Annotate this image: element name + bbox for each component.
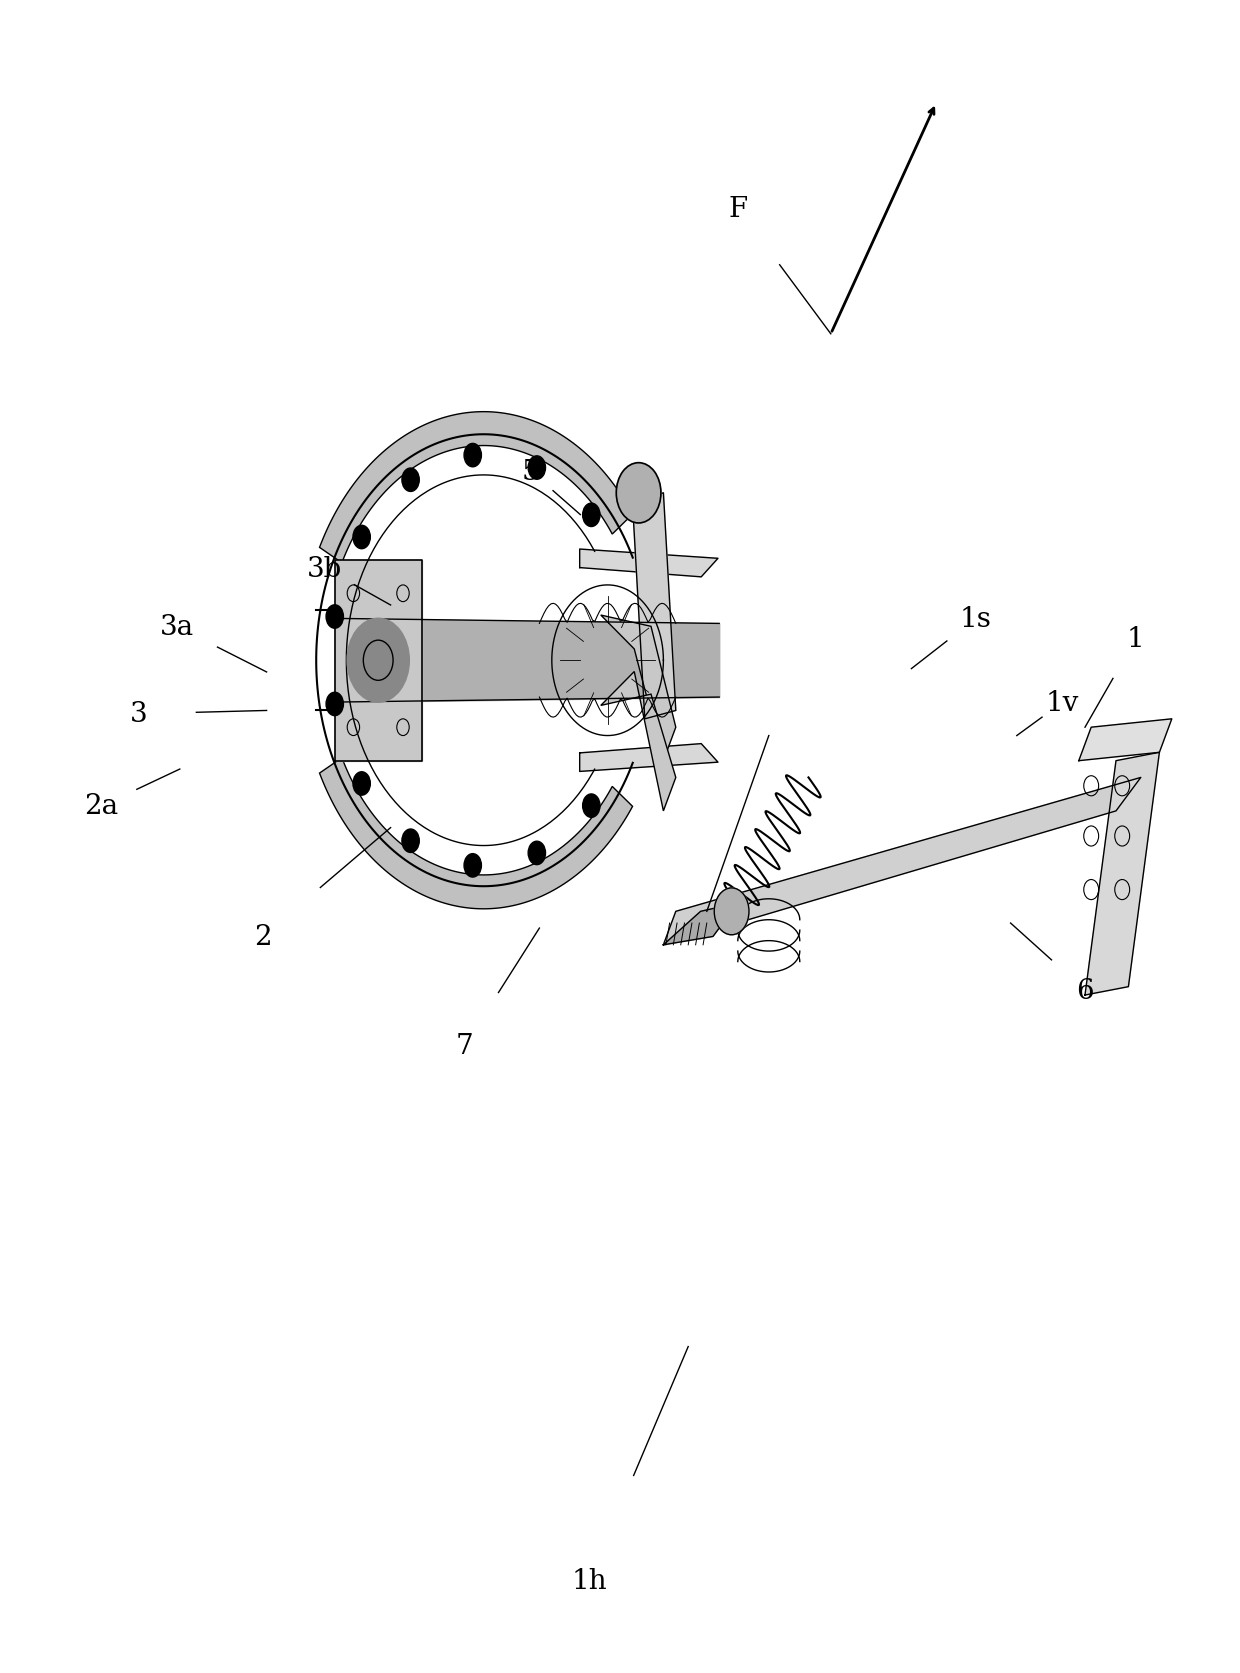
Circle shape [464, 855, 481, 878]
Polygon shape [601, 673, 676, 811]
Text: 6: 6 [1076, 977, 1094, 1004]
Polygon shape [579, 744, 718, 771]
Text: F: F [728, 196, 748, 223]
Polygon shape [320, 413, 632, 564]
Circle shape [616, 463, 661, 524]
Circle shape [583, 504, 600, 527]
Circle shape [714, 888, 749, 935]
Polygon shape [663, 903, 738, 945]
Polygon shape [632, 494, 676, 719]
Polygon shape [663, 778, 1141, 945]
Circle shape [464, 443, 481, 467]
Polygon shape [335, 560, 422, 761]
Text: 7: 7 [456, 1032, 474, 1059]
Text: 1v: 1v [1047, 689, 1079, 716]
Text: 3b: 3b [308, 555, 342, 582]
Text: 1h: 1h [572, 1568, 606, 1594]
Polygon shape [320, 758, 632, 908]
Circle shape [353, 773, 371, 796]
Polygon shape [1085, 753, 1159, 995]
Circle shape [347, 619, 409, 703]
Polygon shape [601, 616, 676, 761]
Text: 2a: 2a [84, 793, 119, 820]
Circle shape [402, 468, 419, 492]
Text: 3: 3 [130, 701, 148, 728]
Circle shape [326, 693, 343, 716]
Text: 5: 5 [522, 458, 539, 485]
Circle shape [402, 830, 419, 853]
Circle shape [528, 842, 546, 865]
Circle shape [528, 457, 546, 480]
Circle shape [583, 795, 600, 818]
Text: 1s: 1s [960, 606, 992, 632]
Polygon shape [1079, 719, 1172, 761]
Circle shape [326, 606, 343, 629]
Text: 2: 2 [254, 923, 272, 950]
Text: 3a: 3a [160, 614, 195, 641]
Text: 1: 1 [1127, 626, 1145, 652]
Circle shape [353, 525, 371, 549]
Polygon shape [579, 550, 718, 577]
